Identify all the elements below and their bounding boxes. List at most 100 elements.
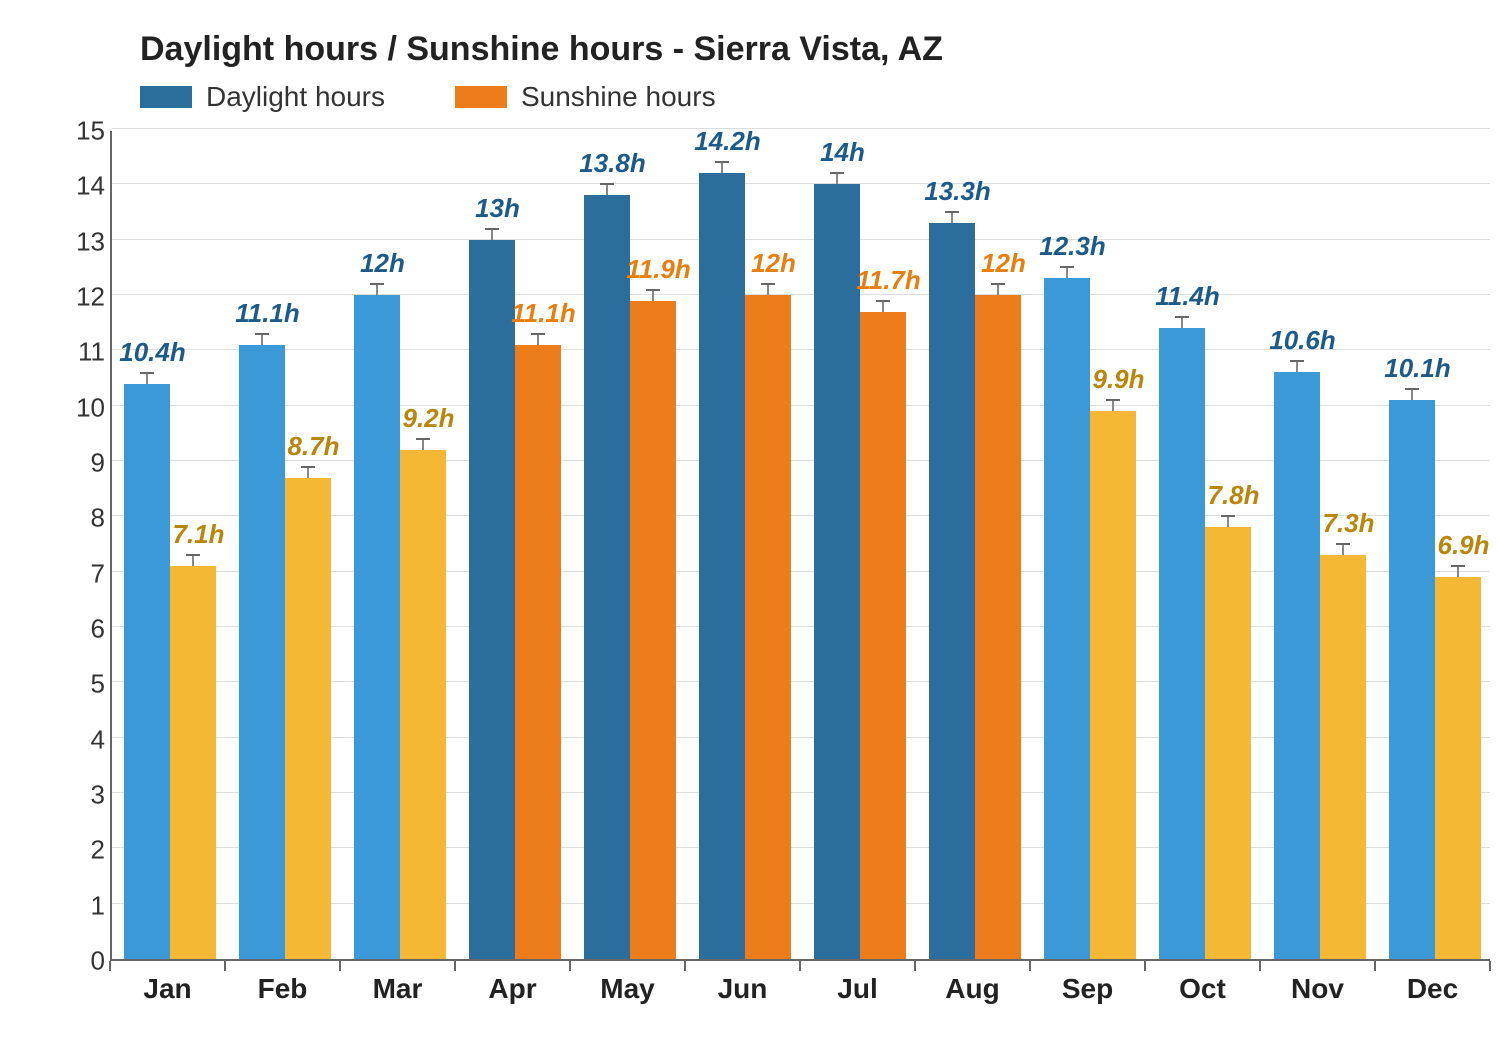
x-tick [1144, 961, 1146, 971]
x-tick [1374, 961, 1376, 971]
bar-whisker [261, 335, 263, 345]
bar-label-sunshine: 9.9h [1092, 364, 1144, 395]
x-tick [454, 961, 456, 971]
bar-whisker-cap [1106, 399, 1120, 401]
x-tick [109, 961, 111, 971]
bar-sunshine [1205, 527, 1251, 959]
y-tick-label: 3 [50, 780, 105, 811]
bar-whisker [652, 291, 654, 301]
bar-daylight [469, 240, 515, 959]
gridline [112, 183, 1490, 184]
x-tick [569, 961, 571, 971]
x-category-label: Mar [373, 973, 423, 1005]
x-category-label: Feb [258, 973, 308, 1005]
bar-label-sunshine: 9.2h [402, 403, 454, 434]
legend: Daylight hours Sunshine hours [140, 81, 1470, 113]
bar-sunshine [170, 566, 216, 959]
chart-container: Daylight hours / Sunshine hours - Sierra… [0, 0, 1500, 1050]
gridline [112, 294, 1490, 295]
bar-whisker [146, 374, 148, 384]
legend-label-sunshine: Sunshine hours [521, 81, 716, 113]
y-tick-label: 13 [50, 226, 105, 257]
bar-label-daylight: 13h [475, 193, 520, 224]
bar-whisker-cap [715, 161, 729, 163]
bar-whisker-cap [1290, 360, 1304, 362]
bar-daylight [124, 384, 170, 959]
bar-whisker [1066, 268, 1068, 278]
bar-sunshine [745, 295, 791, 959]
bar-sunshine [1320, 555, 1366, 959]
x-category-label: Dec [1407, 973, 1458, 1005]
bar-whisker-cap [761, 283, 775, 285]
y-tick-label: 1 [50, 890, 105, 921]
bar-whisker-cap [876, 300, 890, 302]
plot-area: 0123456789101112131415 10.4h7.1h11.1h8.7… [110, 131, 1490, 1011]
bar-whisker-cap [991, 283, 1005, 285]
legend-label-daylight: Daylight hours [206, 81, 385, 113]
y-axis: 0123456789101112131415 [50, 131, 105, 961]
bar-whisker-cap [600, 183, 614, 185]
bar-sunshine [400, 450, 446, 959]
bar-whisker [422, 440, 424, 450]
y-tick-label: 14 [50, 171, 105, 202]
bar-label-daylight: 10.6h [1269, 325, 1336, 356]
bar-whisker-cap [1336, 543, 1350, 545]
bar-label-daylight: 14h [820, 137, 865, 168]
bar-daylight [929, 223, 975, 959]
bar-whisker-cap [140, 372, 154, 374]
gridline [112, 239, 1490, 240]
bar-whisker-cap [1221, 515, 1235, 517]
bar-label-sunshine: 7.1h [172, 519, 224, 550]
bar-daylight [584, 195, 630, 959]
bar-label-daylight: 12h [360, 248, 405, 279]
x-category-label: Jun [718, 973, 768, 1005]
bar-whisker [1411, 390, 1413, 400]
bar-whisker [836, 174, 838, 184]
bar-daylight [1389, 400, 1435, 959]
bar-whisker [721, 163, 723, 173]
x-category-label: Aug [945, 973, 999, 1005]
bar-whisker [192, 556, 194, 566]
x-tick [224, 961, 226, 971]
bar-whisker-cap [485, 228, 499, 230]
bar-daylight [239, 345, 285, 959]
y-tick-label: 4 [50, 724, 105, 755]
bar-daylight [1044, 278, 1090, 959]
bar-label-sunshine: 8.7h [287, 431, 339, 462]
y-tick-label: 11 [50, 337, 105, 368]
y-tick-label: 2 [50, 835, 105, 866]
y-tick-label: 8 [50, 503, 105, 534]
bar-whisker-cap [646, 289, 660, 291]
bar-whisker [1181, 318, 1183, 328]
bar-label-daylight: 11.4h [1155, 281, 1220, 312]
bar-whisker [1227, 517, 1229, 527]
bar-whisker-cap [1451, 565, 1465, 567]
y-tick-label: 12 [50, 282, 105, 313]
bar-label-sunshine: 11.7h [856, 265, 921, 296]
bar-whisker-cap [416, 438, 430, 440]
x-tick [799, 961, 801, 971]
bar-daylight [1274, 372, 1320, 959]
bar-whisker [1342, 545, 1344, 555]
bar-label-daylight: 10.1h [1384, 353, 1451, 384]
bar-label-daylight: 14.2h [694, 126, 761, 157]
bar-whisker-cap [370, 283, 384, 285]
bar-whisker [882, 302, 884, 312]
legend-item-daylight: Daylight hours [140, 81, 385, 113]
x-category-label: Jan [143, 973, 191, 1005]
x-category-label: Oct [1179, 973, 1226, 1005]
legend-item-sunshine: Sunshine hours [455, 81, 716, 113]
bar-daylight [814, 184, 860, 959]
y-tick-label: 7 [50, 558, 105, 589]
bar-label-sunshine: 11.1h [511, 298, 576, 329]
x-tick [684, 961, 686, 971]
bar-daylight [699, 173, 745, 959]
x-category-label: Jul [837, 973, 877, 1005]
bar-whisker [1112, 401, 1114, 411]
bar-whisker [537, 335, 539, 345]
x-tick [1489, 961, 1491, 971]
bar-whisker [376, 285, 378, 295]
bar-whisker-cap [301, 466, 315, 468]
chart-title: Daylight hours / Sunshine hours - Sierra… [140, 30, 1470, 69]
bar-whisker-cap [1175, 316, 1189, 318]
